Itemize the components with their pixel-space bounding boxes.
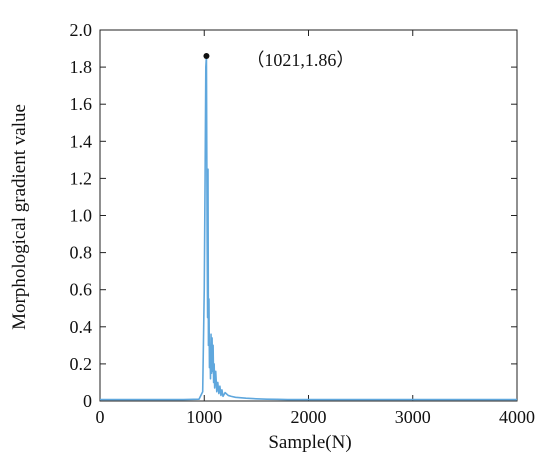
y-tick-label: 1.6 bbox=[70, 94, 93, 114]
x-tick-label: 0 bbox=[96, 407, 105, 427]
plot-frame bbox=[99, 29, 518, 402]
y-tick-label: 1.8 bbox=[70, 57, 93, 77]
y-axis-ticks: 0 0.2 0.4 0.6 0.8 1.0 1.2 1.4 1.6 1.8 2.0 bbox=[70, 20, 517, 411]
y-tick-label: 0 bbox=[83, 391, 92, 411]
x-tick-label: 4000 bbox=[499, 407, 535, 427]
x-tick-label: 1000 bbox=[186, 407, 222, 427]
series-line bbox=[100, 55, 517, 401]
y-tick-label: 0.4 bbox=[70, 317, 93, 337]
peak-marker bbox=[203, 52, 210, 59]
x-tick-label: 3000 bbox=[395, 407, 431, 427]
y-tick-label: 0.8 bbox=[70, 243, 93, 263]
y-tick-label: 1.0 bbox=[70, 206, 93, 226]
x-axis-label: Sample(N) bbox=[268, 432, 351, 453]
series-layer bbox=[100, 55, 517, 401]
x-axis-ticks: 0 1000 2000 3000 4000 bbox=[96, 30, 535, 427]
y-tick-label: 0.6 bbox=[70, 280, 93, 300]
y-tick-label: 0.2 bbox=[70, 354, 93, 374]
plot-border bbox=[99, 29, 518, 402]
x-tick-label: 2000 bbox=[291, 407, 327, 427]
annotation-layer: （1021,1.86） bbox=[203, 50, 354, 70]
y-tick-label: 2.0 bbox=[70, 20, 93, 40]
y-tick-label: 1.2 bbox=[70, 168, 93, 188]
peak-annotation-label: （1021,1.86） bbox=[246, 50, 354, 70]
y-tick-label: 1.4 bbox=[70, 131, 93, 151]
y-axis-label: Morphological gradient value bbox=[9, 104, 30, 330]
